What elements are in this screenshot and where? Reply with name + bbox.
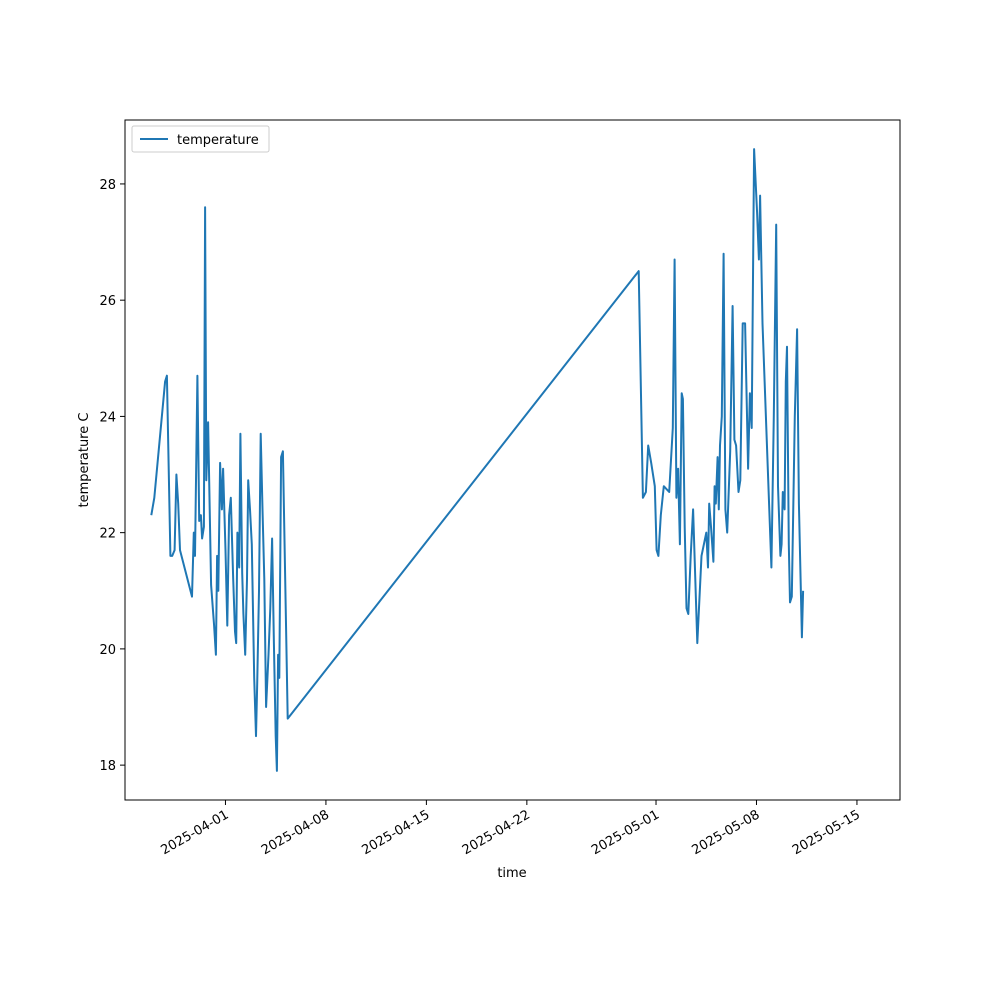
x-tick-label: 2025-05-01 bbox=[589, 807, 662, 858]
plot-frame bbox=[124, 119, 901, 801]
legend-box bbox=[131, 125, 270, 153]
series-layer bbox=[150, 148, 805, 772]
x-tick-label: 2025-04-15 bbox=[359, 807, 432, 858]
y-axis-ticks: 18 20 22 24 26 28 bbox=[99, 178, 125, 774]
x-axis-ticks: 2025-04-01 2025-04-08 2025-04-15 2025-04-22… bbox=[159, 800, 863, 858]
y-tick-label: 28 bbox=[99, 178, 116, 193]
x-tick-label: 2025-04-22 bbox=[460, 807, 533, 858]
y-axis-label: temperature C bbox=[77, 413, 92, 508]
series-line-temperature bbox=[150, 148, 805, 772]
y-tick-label: 20 bbox=[99, 643, 116, 658]
legend: temperature bbox=[131, 125, 270, 153]
x-tick-label: 2025-05-08 bbox=[690, 807, 763, 858]
x-tick-label: 2025-05-15 bbox=[790, 807, 863, 858]
y-tick-label: 18 bbox=[99, 759, 116, 774]
legend-label-temperature: temperature bbox=[177, 133, 259, 148]
y-tick-label: 26 bbox=[99, 294, 116, 309]
x-tick-label: 2025-04-08 bbox=[259, 807, 332, 858]
y-tick-label: 24 bbox=[99, 410, 116, 425]
x-tick-label: 2025-04-01 bbox=[159, 807, 232, 858]
y-tick-label: 22 bbox=[99, 527, 116, 542]
x-axis-label: time bbox=[497, 866, 526, 881]
